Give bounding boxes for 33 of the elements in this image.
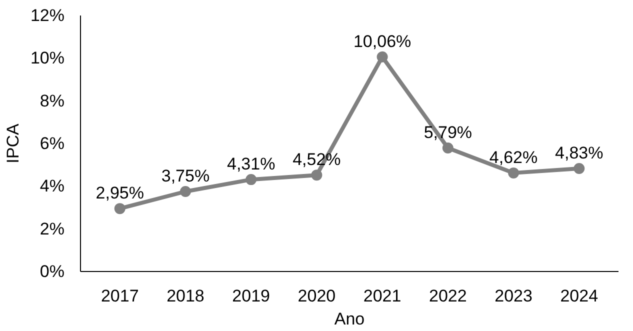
y-tick-label: 2% (40, 219, 65, 238)
x-tick-label: 2017 (100, 286, 139, 306)
data-label: 10,06% (353, 32, 412, 51)
point (180, 186, 191, 197)
point (311, 170, 322, 181)
data-label: 4,31% (226, 154, 276, 174)
x-tick-label: 2022 (429, 286, 467, 306)
point (574, 162, 585, 174)
data-label: 4,62% (489, 148, 538, 167)
data-label: 4,52% (292, 150, 341, 170)
point (114, 203, 126, 214)
x-tick-label: 2020 (298, 286, 336, 306)
x-tick-label: 2018 (166, 286, 204, 306)
y-tick-label: 6% (40, 134, 65, 153)
point (508, 167, 520, 178)
y-tick-label: 4% (40, 176, 65, 196)
x-axis-title: Ano (334, 310, 365, 328)
y-axis-title: IPCA (3, 123, 22, 164)
data-label: 5,79% (424, 122, 472, 142)
point (376, 51, 388, 62)
data-label: 2,95% (96, 184, 144, 203)
y-tick-label: 12% (30, 6, 65, 25)
point (246, 174, 257, 186)
x-tick-label: 2024 (560, 286, 598, 306)
y-tick-label: 0% (40, 262, 65, 281)
x-tick-label: 2023 (494, 286, 532, 306)
x-tick-label: 2021 (363, 286, 402, 306)
y-tick-label: 8% (40, 91, 65, 110)
x-tick-label: 2019 (232, 286, 270, 306)
point (442, 142, 454, 154)
y-tick-label: 10% (30, 48, 65, 68)
data-label: 3,75% (161, 166, 210, 186)
data-label: 4,83% (555, 143, 604, 162)
